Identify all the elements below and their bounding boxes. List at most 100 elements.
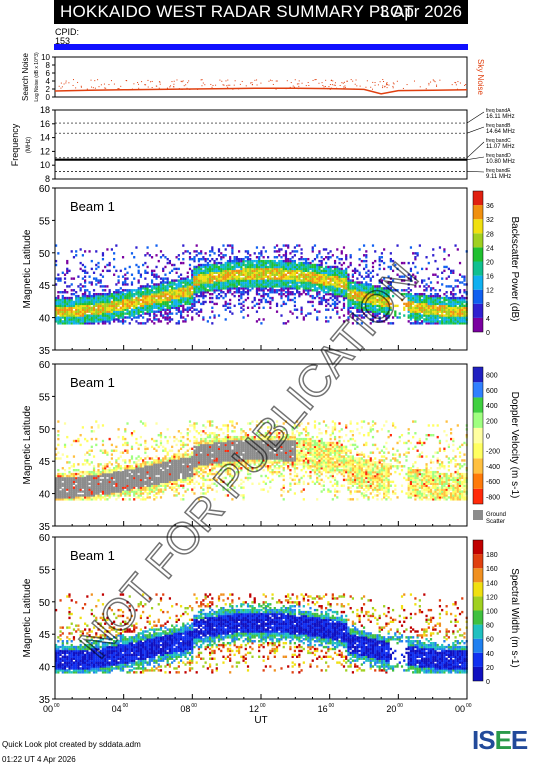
noise-tick-label: 2 (46, 85, 51, 94)
data-cell (200, 309, 202, 311)
data-cell (434, 293, 436, 295)
data-cell (144, 481, 146, 483)
data-cell (318, 301, 320, 303)
data-cell (140, 498, 142, 500)
noise-sample (174, 81, 175, 82)
data-cell (379, 256, 381, 258)
data-cell (155, 318, 157, 320)
noise-sample (95, 88, 96, 89)
colorbar-tick-label: 36 (486, 203, 494, 210)
data-cell (133, 461, 135, 463)
noise-sample (299, 80, 300, 81)
data-cell (209, 264, 211, 266)
data-cell (332, 266, 334, 268)
data-cell (296, 309, 298, 311)
data-cell (280, 248, 282, 250)
data-cell (82, 264, 84, 266)
data-cell (196, 309, 198, 311)
data-cell (423, 318, 425, 320)
data-cell (240, 291, 242, 293)
data-cell (73, 440, 75, 442)
data-cell (153, 322, 155, 324)
data-cell (370, 272, 372, 274)
data-cell (115, 498, 117, 500)
data-cell (207, 258, 209, 260)
data-cell (164, 277, 166, 279)
data-cell (84, 453, 86, 455)
lat-tick-label: 45 (39, 281, 51, 292)
noise-sample (87, 89, 88, 90)
data-cell (434, 274, 436, 276)
data-cell (131, 465, 133, 467)
data-cell (91, 281, 93, 283)
data-cell (254, 297, 256, 299)
data-cell (184, 309, 186, 311)
data-cell (120, 465, 122, 467)
noise-sample (277, 81, 278, 82)
data-cell (189, 256, 191, 258)
data-cell (205, 301, 207, 303)
data-cell (307, 301, 309, 303)
data-cell (131, 274, 133, 276)
data-cell (180, 262, 182, 264)
data-cell (300, 279, 302, 281)
data-cell (263, 256, 265, 258)
data-cell (126, 277, 128, 279)
noise-sample (360, 86, 361, 87)
data-cell (129, 266, 131, 268)
data-cell (256, 320, 258, 322)
data-cell (276, 256, 278, 258)
data-cell (124, 277, 126, 279)
data-cell (95, 264, 97, 266)
colorbar-cell (473, 219, 483, 233)
data-cell (124, 498, 126, 500)
data-cell (162, 488, 164, 490)
data-cell (309, 312, 311, 314)
data-cell (454, 279, 456, 281)
data-cell (176, 268, 178, 270)
data-cell (238, 299, 240, 301)
data-cell (126, 442, 128, 444)
data-cell (57, 457, 59, 459)
data-cell (178, 485, 180, 487)
noise-sample (455, 82, 456, 83)
data-cell (258, 256, 260, 258)
data-cell (97, 469, 99, 471)
data-cell (82, 277, 84, 279)
data-cell (341, 285, 343, 287)
data-cell (240, 310, 242, 312)
data-cell (169, 305, 171, 307)
data-cell (365, 272, 367, 274)
noise-sample (159, 81, 160, 82)
noise-sample (212, 85, 213, 86)
data-cell (184, 444, 186, 446)
data-cell (57, 316, 59, 318)
data-cell (300, 293, 302, 295)
data-cell (285, 303, 287, 305)
noise-sample (428, 83, 429, 84)
data-cell (176, 488, 178, 490)
data-cell (359, 248, 361, 250)
data-cell (446, 291, 448, 293)
data-cell (138, 475, 140, 477)
freq-band-value: 9.11 MHz (486, 174, 511, 180)
noise-sample (372, 89, 373, 90)
data-cell (124, 268, 126, 270)
data-cell (296, 264, 298, 266)
data-cell (106, 264, 108, 266)
noise-sample (375, 82, 376, 83)
data-cell (133, 289, 135, 291)
data-cell (140, 299, 142, 301)
data-cell (77, 463, 79, 465)
data-cell (450, 285, 452, 287)
data-cell (135, 316, 137, 318)
data-cell (126, 289, 128, 291)
data-cell (341, 268, 343, 270)
data-cell (149, 318, 151, 320)
noise-sample (97, 79, 98, 80)
data-cell (176, 279, 178, 281)
data-cell (57, 252, 59, 254)
data-cell (184, 250, 186, 252)
data-cell (158, 260, 160, 262)
